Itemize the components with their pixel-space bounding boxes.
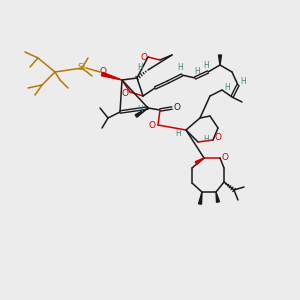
- Polygon shape: [101, 72, 122, 80]
- Polygon shape: [135, 108, 148, 117]
- Text: H: H: [177, 64, 183, 73]
- Text: O: O: [148, 121, 155, 130]
- Text: H: H: [224, 82, 230, 91]
- Polygon shape: [216, 192, 220, 202]
- Text: H: H: [240, 77, 246, 86]
- Polygon shape: [199, 192, 202, 204]
- Text: H: H: [175, 128, 181, 137]
- Text: Si: Si: [78, 64, 86, 73]
- Text: O: O: [173, 103, 181, 112]
- Text: O: O: [100, 68, 106, 76]
- Text: O: O: [122, 89, 128, 98]
- Text: H: H: [194, 67, 200, 76]
- Text: H: H: [137, 62, 143, 71]
- Text: O: O: [214, 133, 221, 142]
- Text: O: O: [221, 154, 229, 163]
- Polygon shape: [195, 158, 204, 164]
- Text: H: H: [203, 61, 209, 70]
- Polygon shape: [218, 55, 221, 65]
- Text: H: H: [137, 106, 143, 115]
- Text: H: H: [203, 136, 209, 145]
- Text: O: O: [140, 52, 148, 62]
